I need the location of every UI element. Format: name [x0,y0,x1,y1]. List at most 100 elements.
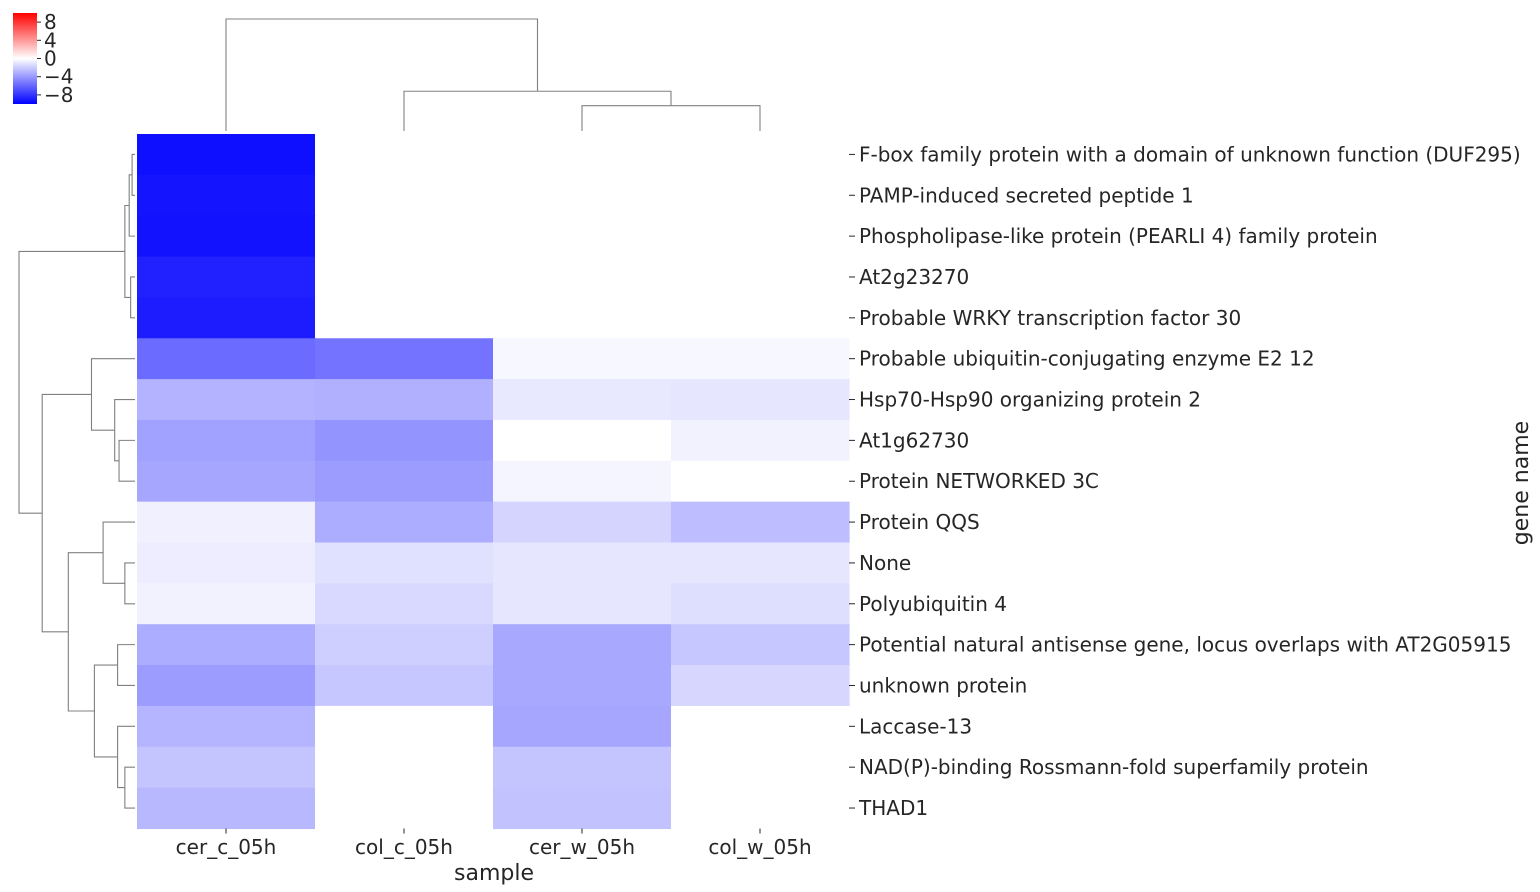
colorbar-tick-label: −8 [44,83,73,107]
dendrogram-link [18,250,125,514]
dendrogram-link [124,562,135,605]
heatmap-cell [671,624,850,666]
heatmap-cell [315,134,494,176]
dendrogram-link [117,725,135,789]
heatmap-cell [671,787,850,830]
y-tick-labels: F-box family protein with a domain of un… [849,142,1521,820]
y-tick-label: Phospholipase-like protein (PEARLI 4) fa… [859,224,1378,248]
heatmap-cell [493,419,672,462]
heatmap-cell [671,338,850,380]
heatmap-cell [137,419,316,462]
x-tick-label: cer_w_05h [529,835,635,859]
heatmap-cell [493,705,672,748]
heatmap-cell [315,665,494,707]
y-tick-label: Potential natural antisense gene, locus … [859,633,1511,657]
dendrogram-link [118,439,135,482]
heatmap-cells [137,134,850,830]
heatmap-cell [493,583,672,625]
colorbar-tick-label: 4 [44,28,57,52]
heatmap-cell [315,215,494,258]
heatmap-cell [137,624,316,666]
dendrogram-link [581,105,761,131]
heatmap-cell [137,665,316,707]
x-axis-label: sample [454,861,534,886]
heatmap-cell [671,746,850,789]
heatmap-cell [493,665,672,707]
heatmap-cell [315,297,494,339]
dendrogram-link [102,521,135,584]
colorbar: 840−4−8 [13,10,73,107]
y-tick-label: Laccase-13 [859,714,972,738]
y-tick-label: None [859,551,911,575]
x-tick-label: col_w_05h [708,835,811,859]
heatmap-cell [493,215,672,258]
heatmap-cell [671,134,850,176]
dendrogram-link [117,644,135,687]
y-tick-label: F-box family protein with a domain of un… [859,142,1521,166]
dendrogram-link [225,18,539,131]
heatmap-cell [315,705,494,748]
y-tick-label: NAD(P)-binding Rossmann-fold superfamily… [859,755,1369,779]
colorbar-tick-label: −4 [44,65,73,89]
heatmap-cell [137,379,316,421]
colorbar-tick-label: 0 [44,47,57,71]
heatmap-cell [493,787,672,830]
y-tick-label: Hsp70-Hsp90 organizing protein 2 [859,388,1201,412]
heatmap-cell [315,419,494,462]
heatmap-cell [493,624,672,666]
column-dendrogram [225,18,761,131]
y-tick-label: Probable WRKY transcription factor 30 [859,306,1241,330]
heatmap-cell [671,705,850,748]
y-axis-label: gene name [1509,421,1534,545]
heatmap-cell [137,174,316,217]
heatmap-cell [137,542,316,584]
dendrogram-link [124,766,135,809]
dendrogram-link [41,393,92,633]
heatmap-cell [137,583,316,625]
heatmap-cell [493,379,672,421]
heatmap-cell [671,256,850,298]
y-tick-label: THAD1 [858,796,928,820]
dendrogram-link [114,398,135,462]
heatmap-cell [671,174,850,217]
dendrogram-link [90,358,135,431]
dendrogram-link [403,90,672,131]
heatmap-cell [493,256,672,298]
y-tick-label: Protein NETWORKED 3C [859,469,1099,493]
heatmap-cell [137,215,316,258]
heatmap-cell [315,583,494,625]
heatmap-cell [671,379,850,421]
heatmap-cell [315,256,494,298]
heatmap-cell [493,746,672,789]
colorbar-gradient [13,13,37,104]
heatmap-cell [671,419,850,462]
y-tick-label: Polyubiquitin 4 [859,592,1007,616]
heatmap-cell [493,297,672,339]
heatmap-cell [315,501,494,544]
heatmap-cell [315,460,494,503]
x-tick-labels: cer_c_05h col_c_05h cer_w_05h col_w_05h [176,828,812,859]
dendrogram-link [131,153,135,196]
heatmap-cell [493,460,672,503]
heatmap-cell [137,705,316,748]
heatmap-cell [315,624,494,666]
y-tick-label: At2g23270 [859,265,969,289]
row-dendrogram [18,153,135,809]
heatmap-cell [671,215,850,258]
heatmap-cell [137,501,316,544]
heatmap-cell [315,174,494,217]
heatmap-cell [493,174,672,217]
heatmap-cell [137,134,316,176]
heatmap-cell [493,338,672,380]
heatmap-cell [315,746,494,789]
heatmap-cell [137,746,316,789]
x-tick-label: cer_c_05h [176,835,277,859]
y-tick-label: Probable ubiquitin-conjugating enzyme E2… [859,347,1315,371]
heatmap-cell [671,297,850,339]
heatmap-cell [671,460,850,503]
colorbar-tick-label: 8 [44,10,57,34]
heatmap-cell [315,338,494,380]
heatmap-cell [315,542,494,584]
heatmap-cell [493,134,672,176]
